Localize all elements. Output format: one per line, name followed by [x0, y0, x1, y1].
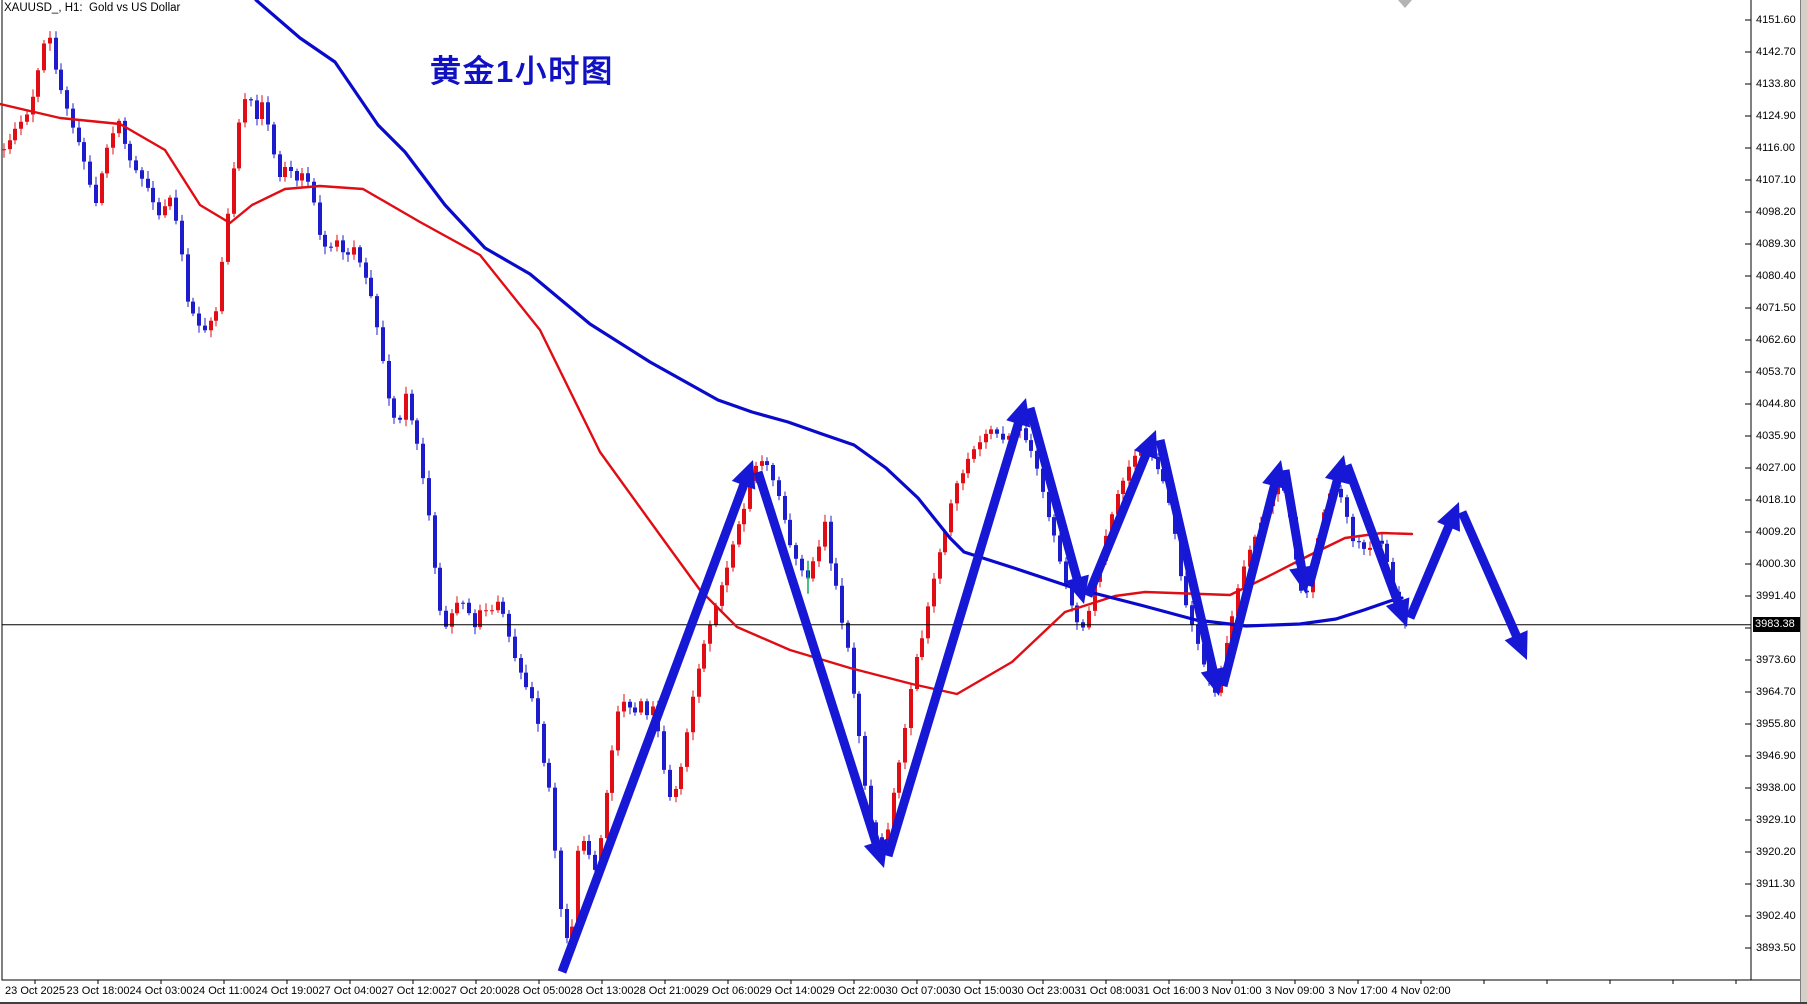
price-tick-label: 4000.30: [1756, 558, 1796, 570]
time-tick-label: 27 Oct 20:00: [444, 985, 508, 997]
bear-candle-wicks: [55, 31, 1406, 944]
time-tick-label: 3 Nov 17:00: [1328, 985, 1388, 997]
time-tick-label: 23 Oct 2025: [5, 985, 65, 997]
price-tick-label: 4062.60: [1756, 334, 1796, 346]
price-tick-label: 4124.90: [1756, 110, 1796, 122]
time-tick-label: 24 Oct 03:00: [129, 985, 193, 997]
price-tick-label: 3991.40: [1756, 590, 1796, 602]
price-tick-label: 4080.40: [1756, 270, 1796, 282]
time-tick-label: 3 Nov 01:00: [1202, 985, 1262, 997]
price-tick-label: 3938.00: [1756, 782, 1796, 794]
price-tick-label: 3893.50: [1756, 942, 1796, 954]
window-bottom-border: [0, 1002, 1807, 1004]
mouse-cursor-icon: [1398, 0, 1412, 8]
price-tick-label: 4098.20: [1756, 206, 1796, 218]
price-tick-label: 4133.80: [1756, 78, 1796, 90]
price-tick-label: 4009.20: [1756, 526, 1796, 538]
time-tick-label: 28 Oct 21:00: [633, 985, 697, 997]
time-tick-label: 29 Oct 14:00: [759, 985, 823, 997]
time-tick-label: 27 Oct 04:00: [318, 985, 382, 997]
price-tick-label: 4027.00: [1756, 462, 1796, 474]
symbol-label: XAUUSD_, H1: Gold vs US Dollar: [4, 2, 181, 14]
price-tick-label: 4089.30: [1756, 238, 1796, 250]
time-tick-label: 24 Oct 11:00: [192, 985, 256, 997]
price-tick-label: 3955.80: [1756, 718, 1796, 730]
bear-candle-bodies: [54, 37, 1407, 938]
price-tick-label: 4053.70: [1756, 366, 1796, 378]
price-tick-label: 4116.00: [1756, 142, 1795, 154]
time-tick-label: 30 Oct 23:00: [1011, 985, 1075, 997]
time-tick-label: 29 Oct 06:00: [696, 985, 760, 997]
time-tick-label: 28 Oct 13:00: [570, 985, 634, 997]
price-tick-label: 4035.90: [1756, 430, 1796, 442]
doji-candle: [806, 560, 810, 594]
ma-slow-line: [254, 0, 1404, 628]
price-tick-label: 3964.70: [1756, 686, 1796, 698]
time-tick-label: 29 Oct 22:00: [822, 985, 886, 997]
chart-title-overlay: 黄金1小时图: [430, 54, 615, 89]
price-axis[interactable]: 3983.38 4151.60 4142.70 4133.80 4124.90 4116…: [1752, 0, 1801, 980]
time-axis[interactable]: 23 Oct 2025 23 Oct 18:00 24 Oct 03:00 24 Oc…: [0, 981, 1752, 1002]
price-tick-label: 3920.20: [1756, 846, 1796, 858]
time-tick-label: 30 Oct 15:00: [948, 985, 1012, 997]
price-tick-label: 4107.10: [1756, 174, 1796, 186]
time-tick-label: 27 Oct 12:00: [381, 985, 445, 997]
window-right-border: [1800, 0, 1807, 1004]
time-tick-label: 31 Oct 08:00: [1074, 985, 1138, 997]
time-tick-label: 4 Nov 02:00: [1391, 985, 1451, 997]
time-tick-label: 31 Oct 16:00: [1137, 985, 1201, 997]
price-tick-label: 4018.10: [1756, 494, 1796, 506]
time-tick-label: 28 Oct 05:00: [507, 985, 571, 997]
price-tick-label: 3929.10: [1756, 814, 1796, 826]
price-tick-label: 4044.80: [1756, 398, 1796, 410]
plot-border: [1, 0, 1807, 981]
price-tick-label: 3973.60: [1756, 654, 1796, 666]
price-tick-label: 4071.50: [1756, 302, 1796, 314]
time-tick-label: 23 Oct 18:00: [66, 985, 130, 997]
axis-ticks: [34, 19, 1751, 984]
trend-zigzag-annotation: [557, 398, 1528, 974]
price-tick-label: 3946.90: [1756, 750, 1796, 762]
price-tick-label: 4142.70: [1756, 46, 1796, 58]
time-tick-label: 30 Oct 07:00: [885, 985, 949, 997]
current-price-badge: 3983.38: [1753, 617, 1801, 633]
time-tick-label: 24 Oct 19:00: [255, 985, 319, 997]
price-tick-label: 4151.60: [1756, 14, 1796, 26]
price-tick-label: 3902.40: [1756, 910, 1796, 922]
time-tick-label: 3 Nov 09:00: [1265, 985, 1325, 997]
price-tick-label: 3911.30: [1756, 878, 1795, 890]
